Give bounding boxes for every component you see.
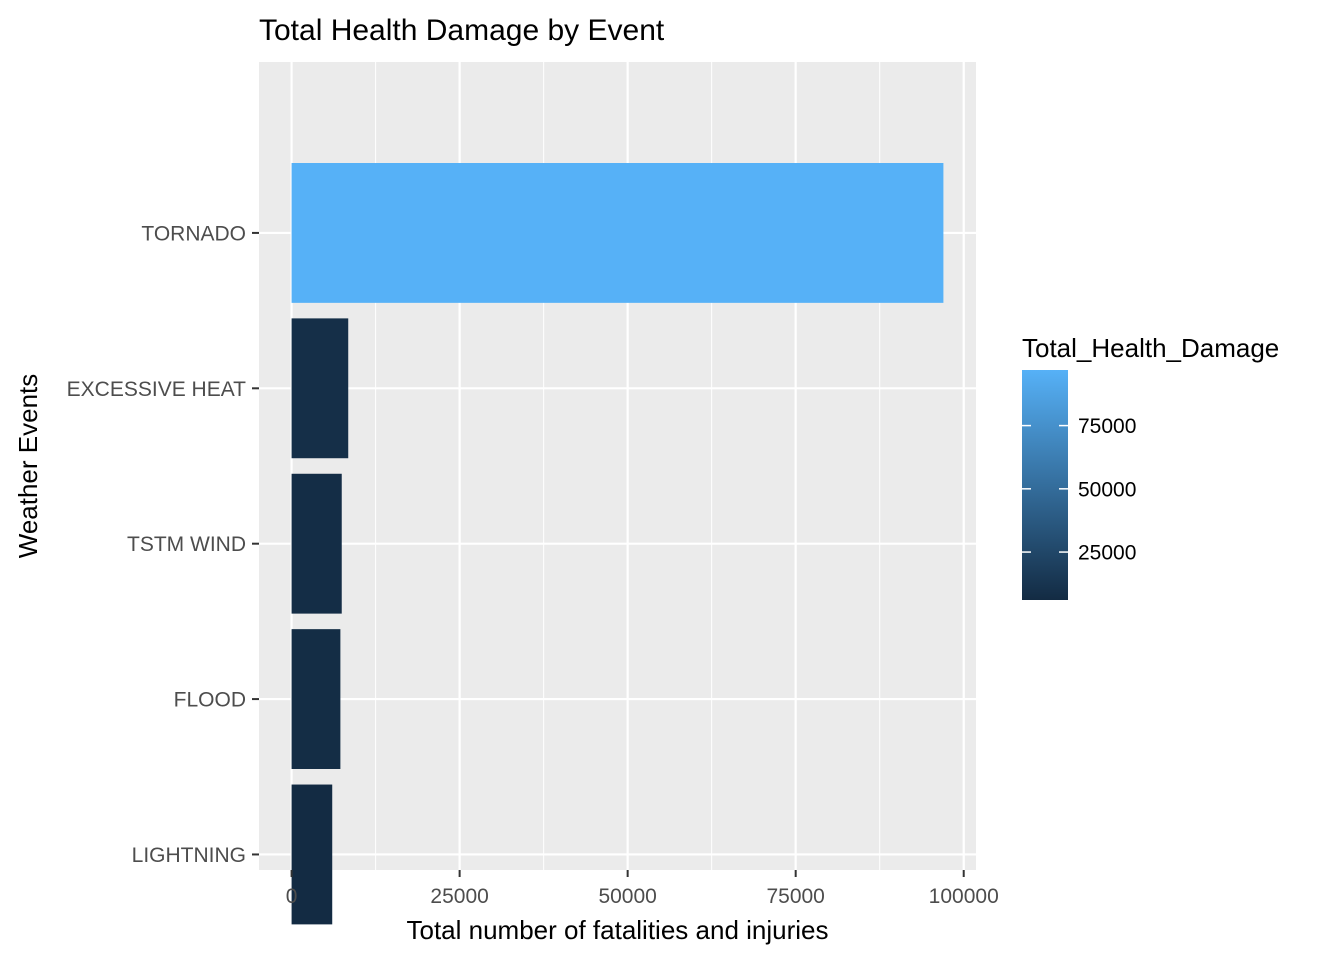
- y-tick-label: LIGHTNING: [132, 844, 246, 867]
- x-tick-label: 75000: [766, 885, 824, 908]
- legend-tick-label: 25000: [1078, 542, 1136, 565]
- bar-excessive-heat: [291, 318, 349, 459]
- y-tick-label: TSTM WIND: [127, 533, 246, 556]
- bar-lightning: [291, 784, 333, 925]
- y-tick-label: FLOOD: [174, 689, 246, 712]
- x-tick-label: 0: [286, 885, 298, 908]
- x-tick-label: 100000: [929, 885, 999, 908]
- y-axis-label: Weather Events: [13, 374, 43, 559]
- x-tick-label: 50000: [598, 885, 656, 908]
- y-tick-label: TORNADO: [141, 222, 246, 245]
- y-axis: TORNADO EXCESSIVE HEAT TSTM WIND FLOOD LIGHT…: [67, 222, 259, 867]
- legend-title: Total_Health_Damage: [1022, 333, 1279, 363]
- legend-tick-label: 50000: [1078, 478, 1136, 501]
- bar-tornado: [291, 163, 944, 303]
- legend: Total_Health_Damage 25000 50000 75000: [1022, 333, 1279, 600]
- legend-tick-label: 75000: [1078, 415, 1136, 438]
- bar-flood: [291, 629, 341, 769]
- legend-ticks: 25000 50000 75000: [1022, 415, 1136, 565]
- x-axis-label: Total number of fatalities and injuries: [406, 915, 828, 945]
- chart-title: Total Health Damage by Event: [259, 14, 665, 47]
- y-tick-label: EXCESSIVE HEAT: [67, 378, 247, 401]
- x-axis: 0 25000 50000 75000 100000: [286, 870, 999, 908]
- legend-colorbar: [1022, 370, 1068, 600]
- bar-tstm-wind: [291, 473, 342, 614]
- x-tick-label: 25000: [430, 885, 488, 908]
- bars: [291, 163, 944, 925]
